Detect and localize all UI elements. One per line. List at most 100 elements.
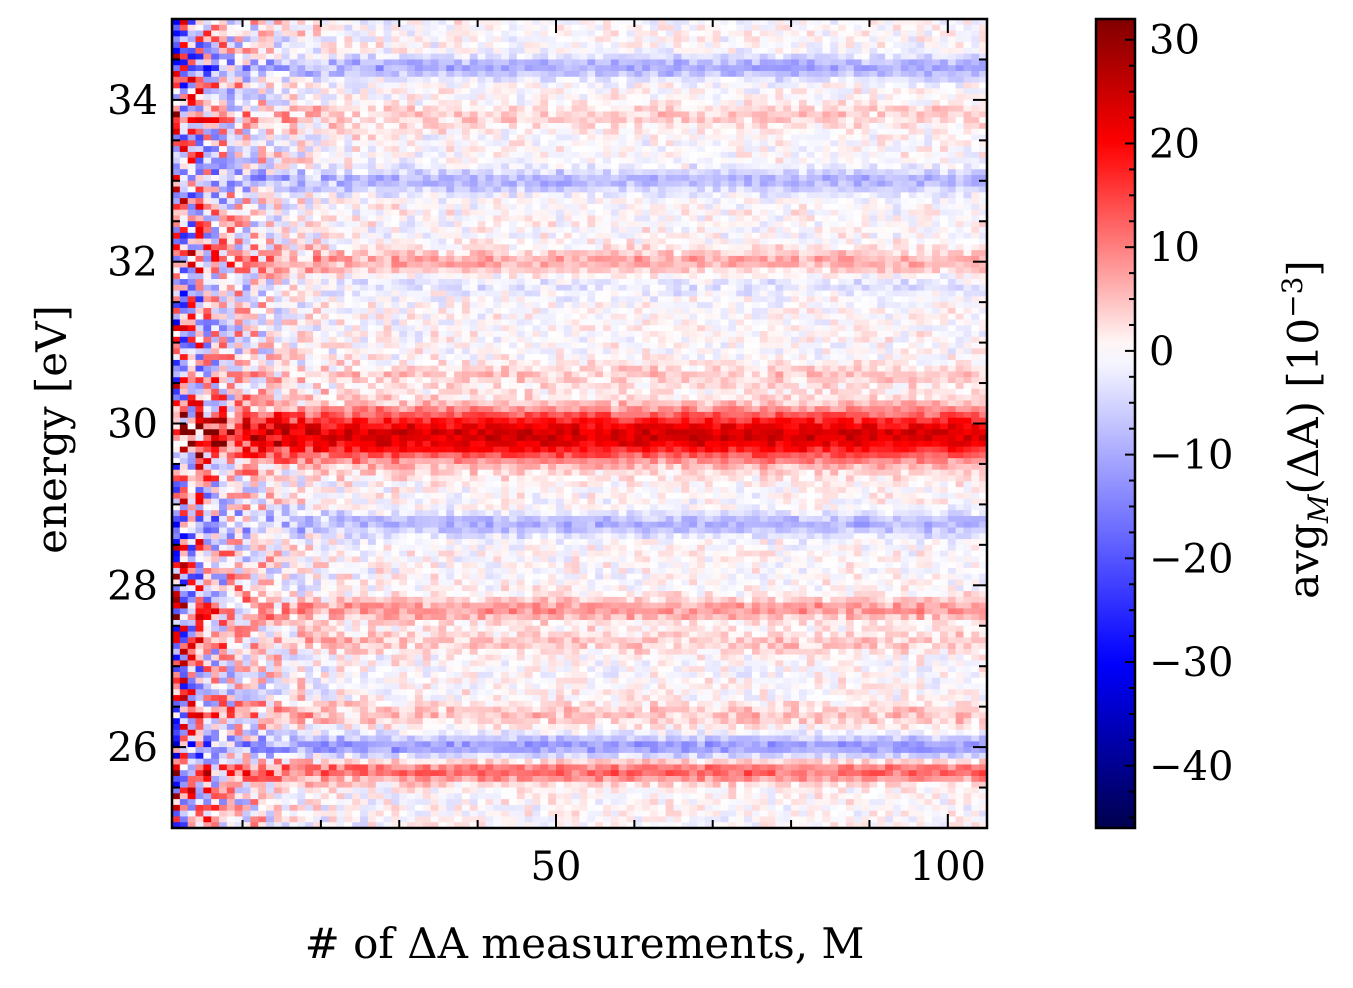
heatmap-cell xyxy=(759,94,769,101)
heatmap-cell xyxy=(399,255,408,263)
heatmap-cell xyxy=(877,94,886,101)
heatmap-cell xyxy=(885,267,894,274)
heatmap-cell xyxy=(650,128,659,136)
heatmap-cell xyxy=(172,134,181,141)
heatmap-cell xyxy=(571,192,581,199)
heatmap-cell xyxy=(947,42,957,49)
heatmap-cell xyxy=(172,59,181,66)
heatmap-cell xyxy=(281,227,291,234)
heatmap-cell xyxy=(892,227,902,234)
heatmap-cell xyxy=(219,111,228,118)
heatmap-cell xyxy=(979,24,988,32)
heatmap-cell xyxy=(877,82,886,89)
heatmap-cell xyxy=(195,59,204,66)
heatmap-cell xyxy=(383,232,393,240)
heatmap-cell xyxy=(610,117,620,124)
heatmap-cell xyxy=(736,255,745,263)
heatmap-cell xyxy=(791,255,800,263)
heatmap-cell xyxy=(610,232,620,240)
heatmap-cell xyxy=(548,175,557,182)
heatmap-cell xyxy=(454,65,463,72)
heatmap-cell xyxy=(446,99,455,107)
heatmap-cell xyxy=(360,105,369,113)
heatmap-cell xyxy=(469,221,479,228)
heatmap-cell xyxy=(822,169,831,176)
heatmap-cell xyxy=(360,238,369,245)
heatmap-cell xyxy=(571,65,581,72)
heatmap-cell xyxy=(375,186,385,193)
heatmap-cell xyxy=(250,267,259,274)
heatmap-cell xyxy=(469,36,479,43)
heatmap-cell xyxy=(273,284,283,292)
heatmap-cell xyxy=(838,99,847,107)
heatmap-cell xyxy=(704,151,714,159)
heatmap-cell xyxy=(830,94,839,101)
heatmap-cell xyxy=(258,255,267,263)
heatmap-cell xyxy=(720,221,729,228)
heatmap-cell xyxy=(297,99,306,107)
heatmap-cell xyxy=(305,53,314,61)
heatmap-cell xyxy=(414,117,424,124)
heatmap-cell xyxy=(446,111,455,118)
heatmap-cell xyxy=(485,290,494,297)
heatmap-cell xyxy=(266,203,275,211)
heatmap-cell xyxy=(563,94,573,101)
heatmap-cell xyxy=(798,198,808,205)
heatmap-cell xyxy=(838,30,847,37)
heatmap-cell xyxy=(814,227,824,234)
heatmap-cell xyxy=(634,186,643,193)
heatmap-cell xyxy=(610,238,620,245)
heatmap-cell xyxy=(634,163,643,170)
heatmap-cell xyxy=(853,42,863,49)
heatmap-cell xyxy=(955,128,965,136)
heatmap-cell xyxy=(916,255,925,263)
heatmap-cell xyxy=(360,198,369,205)
heatmap-cell xyxy=(595,267,604,274)
heatmap-cell xyxy=(540,128,549,136)
heatmap-cell xyxy=(226,94,236,101)
heatmap-cell xyxy=(281,134,291,141)
heatmap-cell xyxy=(728,227,737,234)
heatmap-cell xyxy=(172,203,181,211)
heatmap-cell xyxy=(853,267,863,274)
heatmap-cell xyxy=(375,180,385,188)
heatmap-cell xyxy=(939,198,949,205)
heatmap-cell xyxy=(845,128,855,136)
heatmap-cell xyxy=(712,123,722,130)
heatmap-cell xyxy=(877,221,886,228)
heatmap-cell xyxy=(438,134,447,141)
heatmap-cell xyxy=(195,88,204,95)
heatmap-cell xyxy=(172,215,181,222)
heatmap-cell xyxy=(900,221,910,228)
heatmap-cell xyxy=(979,203,988,211)
heatmap-cell xyxy=(830,238,839,245)
heatmap-cell xyxy=(626,186,635,193)
heatmap-cell xyxy=(258,279,267,286)
heatmap-cell xyxy=(744,175,753,182)
heatmap-cell xyxy=(916,42,925,49)
heatmap-cell xyxy=(234,203,244,211)
heatmap-cell xyxy=(438,88,447,95)
heatmap-cell xyxy=(853,175,863,182)
heatmap-cell xyxy=(352,267,361,274)
heatmap-cell xyxy=(383,105,393,113)
heatmap-cell xyxy=(979,244,988,251)
heatmap-cell xyxy=(508,140,518,147)
heatmap-cell xyxy=(963,134,972,141)
heatmap-cell xyxy=(751,134,761,141)
heatmap-cell xyxy=(728,134,737,141)
heatmap-cell xyxy=(720,99,729,107)
heatmap-cell xyxy=(939,36,949,43)
heatmap-cell xyxy=(179,192,189,199)
heatmap-cell xyxy=(603,111,612,118)
heatmap-cell xyxy=(328,30,338,37)
heatmap-cell xyxy=(328,71,338,78)
heatmap-cell xyxy=(461,117,471,124)
heatmap-cell xyxy=(853,151,863,159)
heatmap-cell xyxy=(673,65,682,72)
heatmap-cell xyxy=(289,36,298,43)
heatmap-cell xyxy=(759,128,769,136)
heatmap-cell xyxy=(383,186,393,193)
heatmap-cell xyxy=(736,134,745,141)
heatmap-cell xyxy=(344,65,353,72)
